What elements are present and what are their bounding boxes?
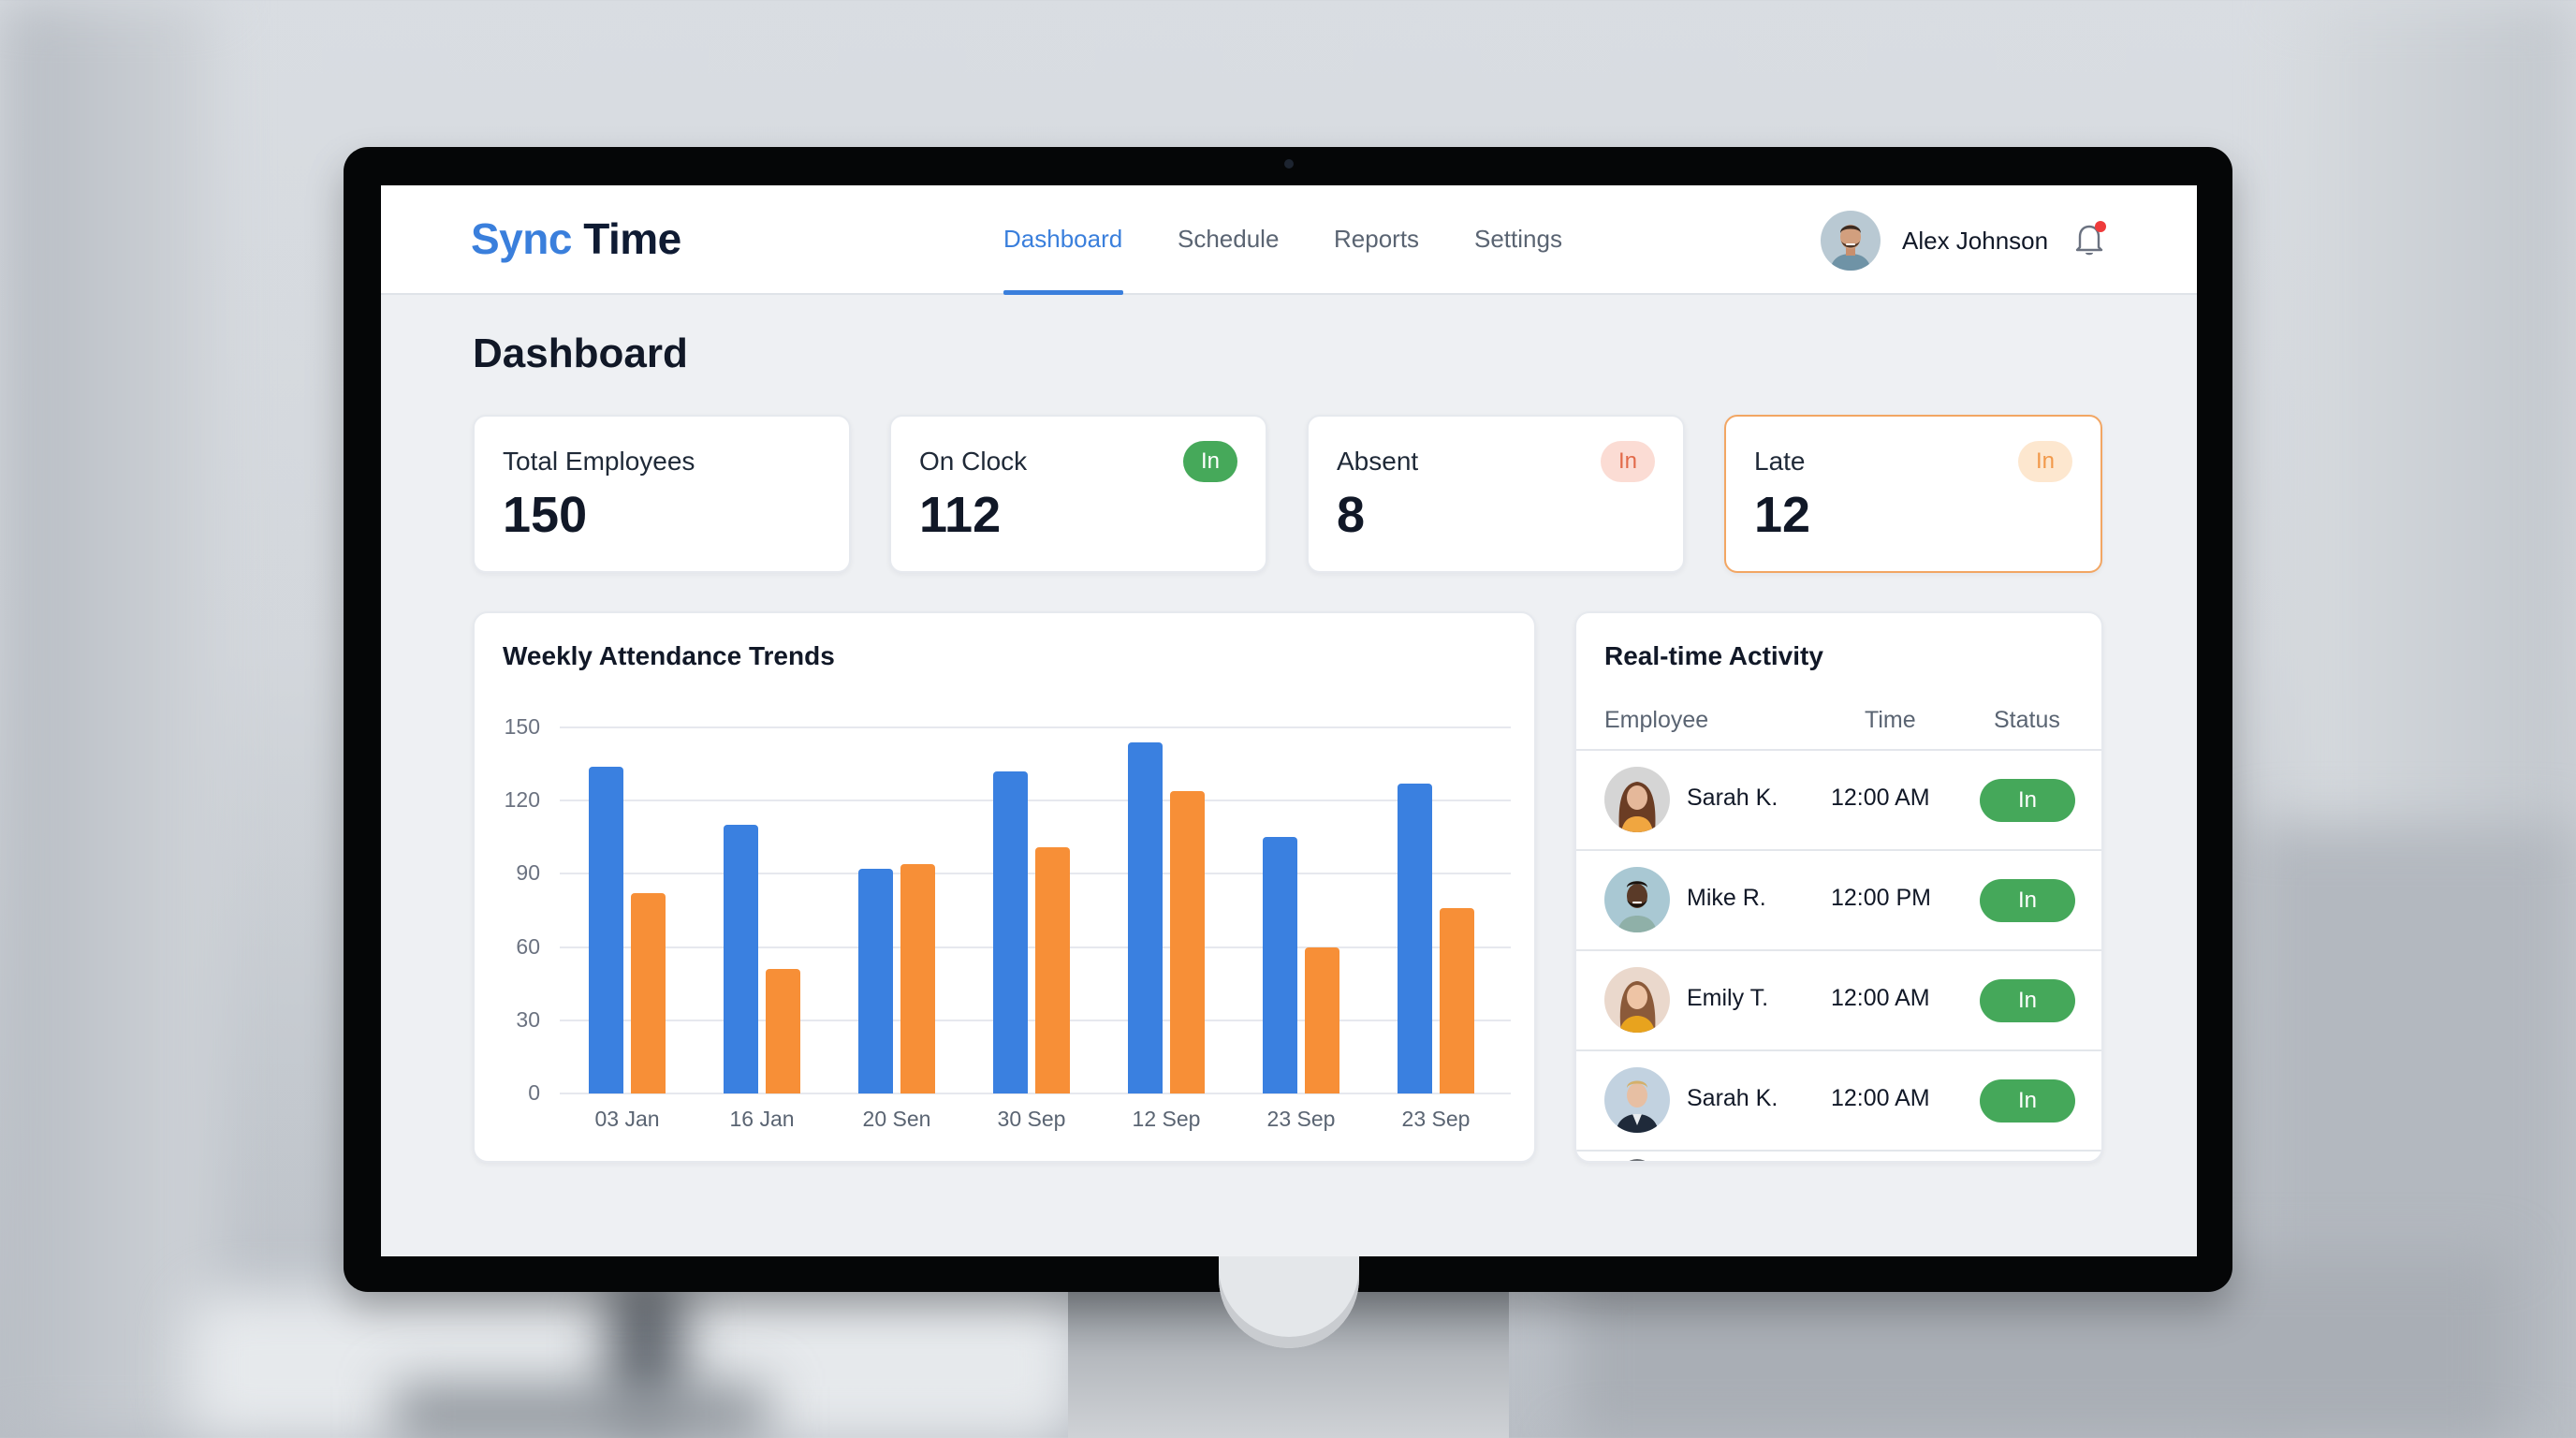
user-menu[interactable]: Alex Johnson: [1821, 211, 2048, 271]
nav-reports[interactable]: Reports: [1334, 225, 1420, 253]
x-axis-tick: 23 Sep: [1266, 1107, 1336, 1131]
clock-time: 12:00 PM: [1831, 885, 1932, 911]
stat-value: 150: [503, 487, 588, 543]
x-axis-tick: 30 Sep: [997, 1107, 1066, 1131]
employee-avatar: [1604, 1067, 1670, 1133]
app-screen: Sync Time Dashboard Schedule Reports Set…: [381, 185, 2197, 1256]
x-axis-tick: 16 Jan: [729, 1107, 795, 1131]
logo-brand: Sync: [471, 214, 572, 263]
activity-title: Real-time Activity: [1604, 641, 1823, 670]
stat-label: Absent: [1337, 447, 1419, 476]
column-header-employee[interactable]: Employee: [1604, 707, 1709, 733]
x-axis-tick: 23 Sep: [1401, 1107, 1471, 1131]
y-axis-tick: 0: [528, 1080, 540, 1105]
divider: [1576, 749, 2101, 751]
grid-line: [560, 800, 1511, 802]
clock-time: 12:00 AM: [1831, 785, 1930, 811]
x-axis-tick: 12 Sep: [1132, 1107, 1201, 1131]
attendance-chart-panel: Weekly Attendance Trends 0 30 60 90 120 150 03…: [473, 611, 1536, 1163]
bar-orange[interactable]: [1305, 946, 1339, 1093]
status-badge: In: [2018, 441, 2072, 482]
column-header-status[interactable]: Status: [1994, 707, 2060, 733]
status-pill: In: [1980, 979, 2075, 1022]
status-pill: In: [1980, 779, 2075, 822]
app-logo[interactable]: Sync Time: [471, 213, 681, 264]
nav-schedule[interactable]: Schedule: [1178, 225, 1280, 253]
x-axis-tick: 03 Jan: [594, 1107, 660, 1131]
status-badge: In: [1601, 441, 1655, 482]
stat-card-absent[interactable]: Absent 8 In: [1307, 415, 1685, 573]
employee-name: Emily T.: [1687, 985, 1769, 1011]
bar-orange[interactable]: [1170, 790, 1205, 1093]
bar-blue[interactable]: [589, 766, 623, 1093]
bar-chart: 0 30 60 90 120 150 03 Jan 16 Jan 20 Sen 30 Sep 12 …: [475, 613, 1534, 1161]
y-axis-tick: 30: [516, 1006, 540, 1032]
employee-avatar: [1604, 767, 1670, 832]
stat-card-total-employees[interactable]: Total Employees 150: [473, 415, 851, 573]
stat-value: 12: [1754, 487, 1811, 543]
employee-name: Sarah K.: [1687, 1085, 1778, 1111]
column-header-time[interactable]: Time: [1865, 707, 1916, 733]
page-title: Dashboard: [473, 330, 688, 376]
bar-orange[interactable]: [1440, 907, 1474, 1093]
grid-line: [560, 726, 1511, 728]
divider: [1576, 849, 2101, 851]
stat-value: 8: [1337, 487, 1366, 543]
bar-blue[interactable]: [724, 825, 758, 1093]
realtime-activity-panel: Real-time Activity Employee Time Status …: [1574, 611, 2103, 1163]
webcam-icon: [1284, 159, 1294, 169]
y-axis-tick: 150: [504, 714, 540, 739]
bar-orange[interactable]: [766, 969, 800, 1093]
employee-avatar: [1604, 967, 1670, 1033]
chart-title: Weekly Attendance Trends: [503, 641, 835, 670]
activity-row[interactable]: Mike R. 12:00 PM In: [1576, 851, 2101, 949]
x-axis-tick: 20 Sen: [862, 1107, 931, 1131]
clock-time: 12:00 AM: [1831, 985, 1930, 1011]
background-wall-left: [0, 0, 215, 1438]
bar-orange[interactable]: [900, 863, 935, 1093]
employee-name: Mike R.: [1687, 885, 1766, 911]
employee-avatar: [1604, 867, 1670, 932]
logo-time: Time: [583, 214, 681, 263]
activity-row[interactable]: Sarah K. 12:00 AM In: [1576, 1051, 2101, 1150]
divider: [1576, 1150, 2101, 1152]
bar-orange[interactable]: [631, 893, 666, 1093]
nav-settings[interactable]: Settings: [1474, 225, 1562, 253]
background-object: [393, 1386, 768, 1438]
y-axis-tick: 60: [516, 933, 540, 959]
bar-orange[interactable]: [1035, 846, 1070, 1093]
divider: [1576, 949, 2101, 951]
nav-dashboard[interactable]: Dashboard: [1003, 225, 1123, 253]
bar-blue[interactable]: [1398, 783, 1432, 1093]
stat-label: Late: [1754, 447, 1806, 476]
stat-card-on-clock[interactable]: On Clock 112 In: [889, 415, 1267, 573]
stat-label: Total Employees: [503, 447, 695, 476]
status-pill: In: [1980, 879, 2075, 922]
divider: [1576, 1049, 2101, 1051]
y-axis-tick: 90: [516, 860, 540, 886]
stat-card-late[interactable]: Late 12 In: [1724, 415, 2102, 573]
activity-row[interactable]: Sarah K. 12:00 AM In: [1576, 751, 2101, 849]
user-name: Alex Johnson: [1902, 226, 2049, 255]
notification-bell-icon[interactable]: [2071, 219, 2108, 260]
clock-time: 12:00 AM: [1831, 1085, 1930, 1111]
status-badge: In: [1183, 441, 1237, 482]
grid-line: [560, 1093, 1511, 1094]
activity-row[interactable]: Emily T. 12:00 AM In: [1576, 951, 2101, 1049]
bar-blue[interactable]: [1128, 741, 1163, 1093]
bar-blue[interactable]: [1263, 837, 1297, 1093]
employee-name: Sarah K.: [1687, 785, 1778, 811]
notification-dot: [2095, 221, 2106, 232]
active-tab-indicator: [1003, 290, 1123, 295]
stat-label: On Clock: [919, 447, 1028, 476]
bar-blue[interactable]: [858, 869, 893, 1093]
user-avatar[interactable]: [1821, 211, 1881, 271]
top-header: Sync Time Dashboard Schedule Reports Set…: [381, 185, 2197, 295]
employee-avatar-partial: [1620, 1159, 1654, 1161]
stat-value: 112: [919, 487, 1002, 543]
bar-blue[interactable]: [993, 770, 1028, 1093]
status-pill: In: [1980, 1079, 2075, 1123]
y-axis-tick: 120: [504, 787, 540, 813]
